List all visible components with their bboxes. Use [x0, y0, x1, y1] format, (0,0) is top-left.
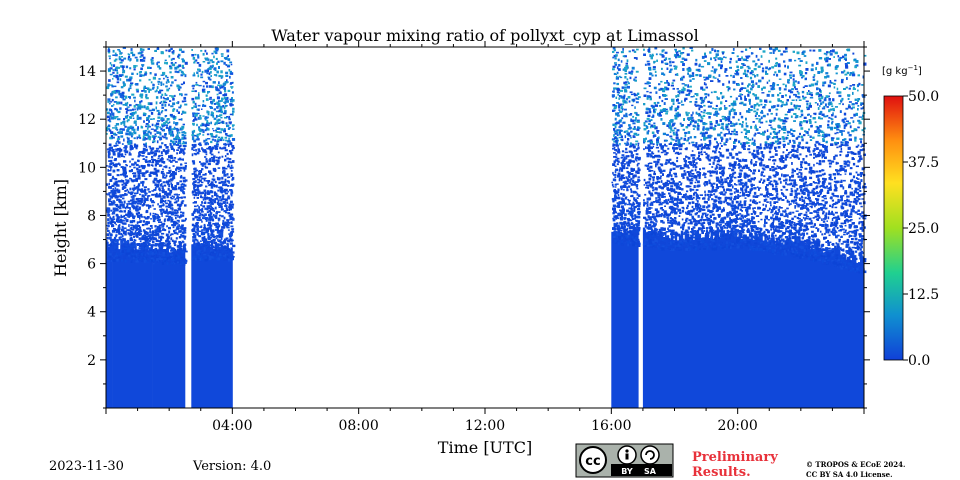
footer-date: 2023-11-30 — [49, 459, 124, 474]
y-tick-label: 8 — [87, 208, 96, 224]
x-tick-label: 20:00 — [717, 418, 757, 434]
x-tick-label: 08:00 — [338, 418, 378, 434]
heatmap-data — [106, 47, 867, 408]
colorbar — [883, 95, 904, 361]
footer-version: Version: 4.0 — [192, 459, 271, 474]
copyright-line2: CC BY SA 4.0 License. — [806, 470, 893, 479]
badge-sa-label: SA — [644, 467, 657, 476]
x-tick-label: 12:00 — [465, 418, 505, 434]
cc-license-badge: cc BY SA — [575, 443, 674, 478]
y-tick-label: 14 — [78, 64, 96, 80]
preliminary-line2: Results. — [692, 465, 751, 480]
colorbar-tick-label: 50.0 — [908, 89, 939, 105]
y-tick-label: 4 — [87, 305, 96, 321]
share-alike-icon — [640, 445, 660, 465]
chart-title: Water vapour mixing ratio of pollyxt_cyp… — [271, 26, 698, 45]
badge-by-label: BY — [621, 467, 633, 476]
y-tick-label: 6 — [87, 257, 96, 273]
colorbar-tick-label: 12.5 — [908, 287, 939, 303]
colorbar-tick-label: 0.0 — [908, 353, 930, 369]
cc-icon — [579, 446, 607, 474]
preliminary-line1: Preliminary — [692, 450, 778, 465]
y-tick-label: 10 — [78, 160, 96, 176]
copyright-line1: © TROPOS & ECoE 2024. — [806, 460, 905, 469]
colorbar-tick-label: 37.5 — [908, 155, 939, 171]
colorbar-tick-label: 25.0 — [908, 221, 939, 237]
x-tick-label: 04:00 — [212, 418, 252, 434]
y-axis: 2 4 6 8 10 12 14 — [78, 46, 870, 409]
y-tick-label: 12 — [78, 112, 96, 128]
colorbar-ticks: 0.0 12.5 25.0 37.5 50.0 — [903, 89, 939, 369]
colorbar-unit: [g kg−1] — [882, 64, 922, 77]
x-axis-label: Time [UTC] — [438, 438, 532, 457]
y-axis-label: Height [km] — [51, 179, 70, 277]
x-tick-label: 16:00 — [591, 418, 631, 434]
x-axis: 04:00 08:00 12:00 16:00 20:00 — [105, 41, 865, 434]
y-tick-label: 2 — [87, 353, 96, 369]
